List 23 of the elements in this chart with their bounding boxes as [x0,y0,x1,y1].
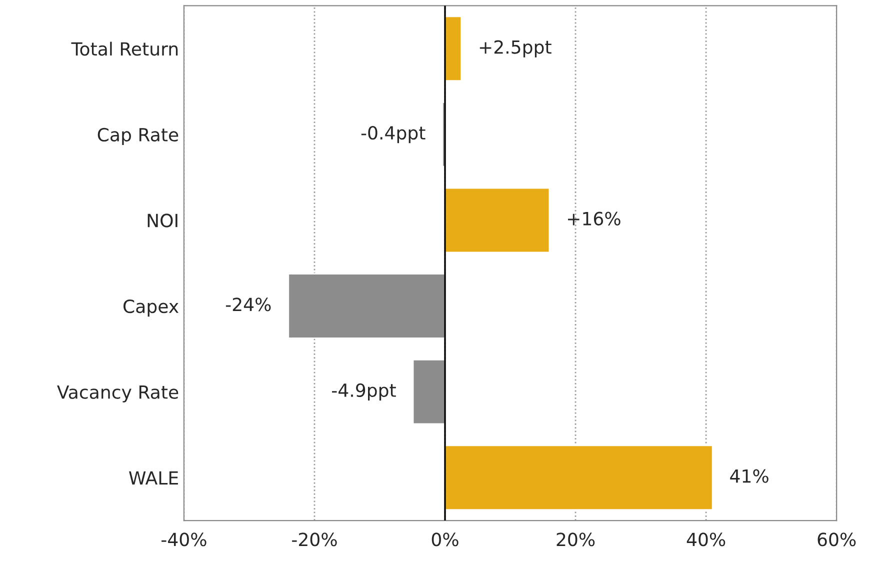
data-label: +16% [568,212,620,226]
x-tick-label: -40% [162,532,206,546]
y-tick-label: NOI [148,214,178,228]
x-tick-label: 60% [818,532,856,546]
bar [288,273,446,339]
data-label: -4.9ppt [332,383,396,401]
x-tick-label: 0% [432,532,458,546]
y-tick-label: Vacancy Rate [57,386,178,402]
bar [444,444,714,510]
bar [444,16,462,82]
data-label: -24% [226,298,271,312]
y-tick-label: WALE [129,471,178,484]
y-tick-label: Total Return [71,42,178,56]
y-tick-label: Cap Rate [98,128,178,146]
x-tick-label: 20% [556,532,595,546]
bar [412,358,446,425]
data-label: +2.5ppt [480,40,552,58]
data-label: -0.4ppt [361,126,426,144]
y-tick-label: Capex [123,299,179,317]
x-tick-label: 40% [686,532,726,546]
bar [444,187,550,254]
x-tick-label: -20% [292,532,337,546]
data-label: 41% [730,469,768,483]
